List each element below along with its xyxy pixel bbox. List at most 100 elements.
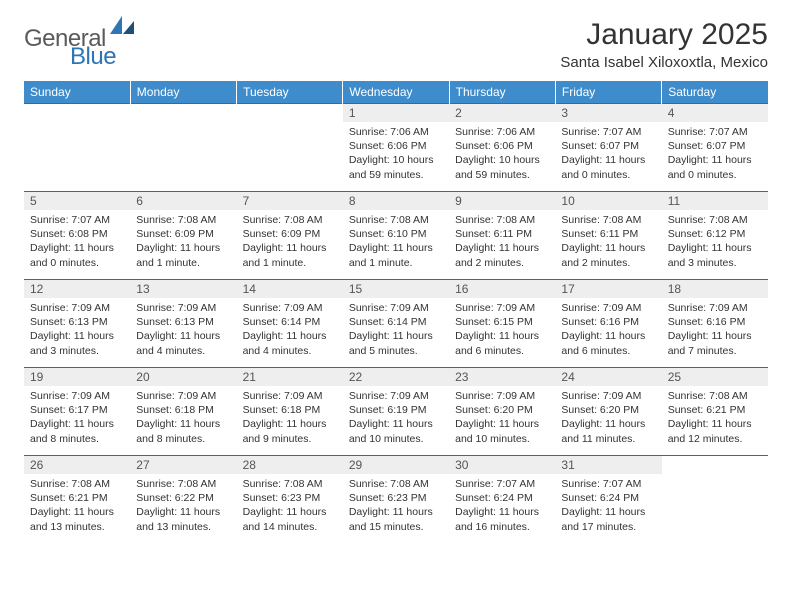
- logo-sail-icon: [110, 16, 136, 34]
- day-number: 8: [343, 192, 449, 210]
- day-number: 17: [555, 280, 661, 298]
- day-info: Sunrise: 7:08 AMSunset: 6:10 PMDaylight:…: [343, 210, 449, 274]
- day-number: 24: [555, 368, 661, 386]
- calendar-day-cell: [130, 104, 236, 192]
- day-info: Sunrise: 7:08 AMSunset: 6:11 PMDaylight:…: [449, 210, 555, 274]
- sunset-text: Sunset: 6:16 PM: [668, 315, 762, 329]
- sunset-text: Sunset: 6:14 PM: [349, 315, 443, 329]
- sunset-text: Sunset: 6:08 PM: [30, 227, 124, 241]
- calendar-day-cell: 29Sunrise: 7:08 AMSunset: 6:23 PMDayligh…: [343, 456, 449, 544]
- daylight-text: Daylight: 11 hours and 3 minutes.: [30, 329, 124, 357]
- weekday-header: Monday: [130, 81, 236, 104]
- calendar-day-cell: 25Sunrise: 7:08 AMSunset: 6:21 PMDayligh…: [662, 368, 768, 456]
- day-info: Sunrise: 7:09 AMSunset: 6:20 PMDaylight:…: [449, 386, 555, 450]
- sunrise-text: Sunrise: 7:09 AM: [455, 389, 549, 403]
- sunrise-text: Sunrise: 7:09 AM: [136, 301, 230, 315]
- day-info: Sunrise: 7:08 AMSunset: 6:09 PMDaylight:…: [237, 210, 343, 274]
- sunrise-text: Sunrise: 7:06 AM: [455, 125, 549, 139]
- daylight-text: Daylight: 11 hours and 17 minutes.: [561, 505, 655, 533]
- daylight-text: Daylight: 10 hours and 59 minutes.: [455, 153, 549, 181]
- day-info: Sunrise: 7:09 AMSunset: 6:15 PMDaylight:…: [449, 298, 555, 362]
- sunset-text: Sunset: 6:11 PM: [561, 227, 655, 241]
- sunrise-text: Sunrise: 7:08 AM: [455, 213, 549, 227]
- day-number: 10: [555, 192, 661, 210]
- sunset-text: Sunset: 6:21 PM: [30, 491, 124, 505]
- calendar-week-row: 26Sunrise: 7:08 AMSunset: 6:21 PMDayligh…: [24, 456, 768, 544]
- weekday-header: Saturday: [662, 81, 768, 104]
- day-info: Sunrise: 7:06 AMSunset: 6:06 PMDaylight:…: [343, 122, 449, 186]
- weekday-header: Tuesday: [237, 81, 343, 104]
- sunrise-text: Sunrise: 7:09 AM: [349, 389, 443, 403]
- sunset-text: Sunset: 6:07 PM: [668, 139, 762, 153]
- sunset-text: Sunset: 6:07 PM: [561, 139, 655, 153]
- daylight-text: Daylight: 11 hours and 4 minutes.: [243, 329, 337, 357]
- daylight-text: Daylight: 11 hours and 6 minutes.: [455, 329, 549, 357]
- daylight-text: Daylight: 11 hours and 16 minutes.: [455, 505, 549, 533]
- sunset-text: Sunset: 6:18 PM: [243, 403, 337, 417]
- day-number: 19: [24, 368, 130, 386]
- calendar-day-cell: 13Sunrise: 7:09 AMSunset: 6:13 PMDayligh…: [130, 280, 236, 368]
- day-number: 29: [343, 456, 449, 474]
- sunset-text: Sunset: 6:12 PM: [668, 227, 762, 241]
- daylight-text: Daylight: 11 hours and 10 minutes.: [455, 417, 549, 445]
- month-title: January 2025: [560, 18, 768, 52]
- weekday-header: Thursday: [449, 81, 555, 104]
- sunset-text: Sunset: 6:24 PM: [455, 491, 549, 505]
- day-number: 26: [24, 456, 130, 474]
- day-number: 27: [130, 456, 236, 474]
- day-number: 16: [449, 280, 555, 298]
- calendar-day-cell: 8Sunrise: 7:08 AMSunset: 6:10 PMDaylight…: [343, 192, 449, 280]
- sunset-text: Sunset: 6:06 PM: [349, 139, 443, 153]
- calendar-page: GeneralBlue January 2025 Santa Isabel Xi…: [0, 0, 792, 562]
- sunset-text: Sunset: 6:11 PM: [455, 227, 549, 241]
- calendar-day-cell: 4Sunrise: 7:07 AMSunset: 6:07 PMDaylight…: [662, 104, 768, 192]
- sunrise-text: Sunrise: 7:08 AM: [30, 477, 124, 491]
- calendar-day-cell: 9Sunrise: 7:08 AMSunset: 6:11 PMDaylight…: [449, 192, 555, 280]
- weekday-header: Wednesday: [343, 81, 449, 104]
- calendar-day-cell: [237, 104, 343, 192]
- daylight-text: Daylight: 11 hours and 4 minutes.: [136, 329, 230, 357]
- day-info: Sunrise: 7:09 AMSunset: 6:13 PMDaylight:…: [24, 298, 130, 362]
- calendar-day-cell: 28Sunrise: 7:08 AMSunset: 6:23 PMDayligh…: [237, 456, 343, 544]
- sunrise-text: Sunrise: 7:07 AM: [561, 477, 655, 491]
- calendar-week-row: 19Sunrise: 7:09 AMSunset: 6:17 PMDayligh…: [24, 368, 768, 456]
- sunset-text: Sunset: 6:10 PM: [349, 227, 443, 241]
- day-info: Sunrise: 7:09 AMSunset: 6:19 PMDaylight:…: [343, 386, 449, 450]
- day-number: 7: [237, 192, 343, 210]
- sunrise-text: Sunrise: 7:09 AM: [30, 389, 124, 403]
- daylight-text: Daylight: 11 hours and 1 minute.: [243, 241, 337, 269]
- daylight-text: Daylight: 11 hours and 10 minutes.: [349, 417, 443, 445]
- calendar-day-cell: [662, 456, 768, 544]
- sunrise-text: Sunrise: 7:09 AM: [30, 301, 124, 315]
- day-number: 9: [449, 192, 555, 210]
- sunset-text: Sunset: 6:14 PM: [243, 315, 337, 329]
- calendar-day-cell: 3Sunrise: 7:07 AMSunset: 6:07 PMDaylight…: [555, 104, 661, 192]
- day-number: 22: [343, 368, 449, 386]
- calendar-day-cell: 27Sunrise: 7:08 AMSunset: 6:22 PMDayligh…: [130, 456, 236, 544]
- sunrise-text: Sunrise: 7:08 AM: [668, 213, 762, 227]
- sunset-text: Sunset: 6:23 PM: [349, 491, 443, 505]
- calendar-body: 1Sunrise: 7:06 AMSunset: 6:06 PMDaylight…: [24, 104, 768, 544]
- day-info: Sunrise: 7:08 AMSunset: 6:09 PMDaylight:…: [130, 210, 236, 274]
- sunrise-text: Sunrise: 7:08 AM: [136, 477, 230, 491]
- day-info: Sunrise: 7:08 AMSunset: 6:23 PMDaylight:…: [237, 474, 343, 538]
- page-header: GeneralBlue January 2025 Santa Isabel Xi…: [24, 18, 768, 77]
- daylight-text: Daylight: 11 hours and 3 minutes.: [668, 241, 762, 269]
- daylight-text: Daylight: 11 hours and 11 minutes.: [561, 417, 655, 445]
- day-info: Sunrise: 7:08 AMSunset: 6:22 PMDaylight:…: [130, 474, 236, 538]
- sunset-text: Sunset: 6:20 PM: [561, 403, 655, 417]
- day-number: 21: [237, 368, 343, 386]
- daylight-text: Daylight: 11 hours and 1 minute.: [136, 241, 230, 269]
- daylight-text: Daylight: 11 hours and 0 minutes.: [561, 153, 655, 181]
- sunrise-text: Sunrise: 7:07 AM: [668, 125, 762, 139]
- calendar-day-cell: 19Sunrise: 7:09 AMSunset: 6:17 PMDayligh…: [24, 368, 130, 456]
- day-info: Sunrise: 7:06 AMSunset: 6:06 PMDaylight:…: [449, 122, 555, 186]
- sunrise-text: Sunrise: 7:09 AM: [455, 301, 549, 315]
- daylight-text: Daylight: 11 hours and 9 minutes.: [243, 417, 337, 445]
- sunset-text: Sunset: 6:20 PM: [455, 403, 549, 417]
- daylight-text: Daylight: 11 hours and 2 minutes.: [455, 241, 549, 269]
- calendar-day-cell: 23Sunrise: 7:09 AMSunset: 6:20 PMDayligh…: [449, 368, 555, 456]
- calendar-day-cell: 20Sunrise: 7:09 AMSunset: 6:18 PMDayligh…: [130, 368, 236, 456]
- sunset-text: Sunset: 6:23 PM: [243, 491, 337, 505]
- sunrise-text: Sunrise: 7:07 AM: [30, 213, 124, 227]
